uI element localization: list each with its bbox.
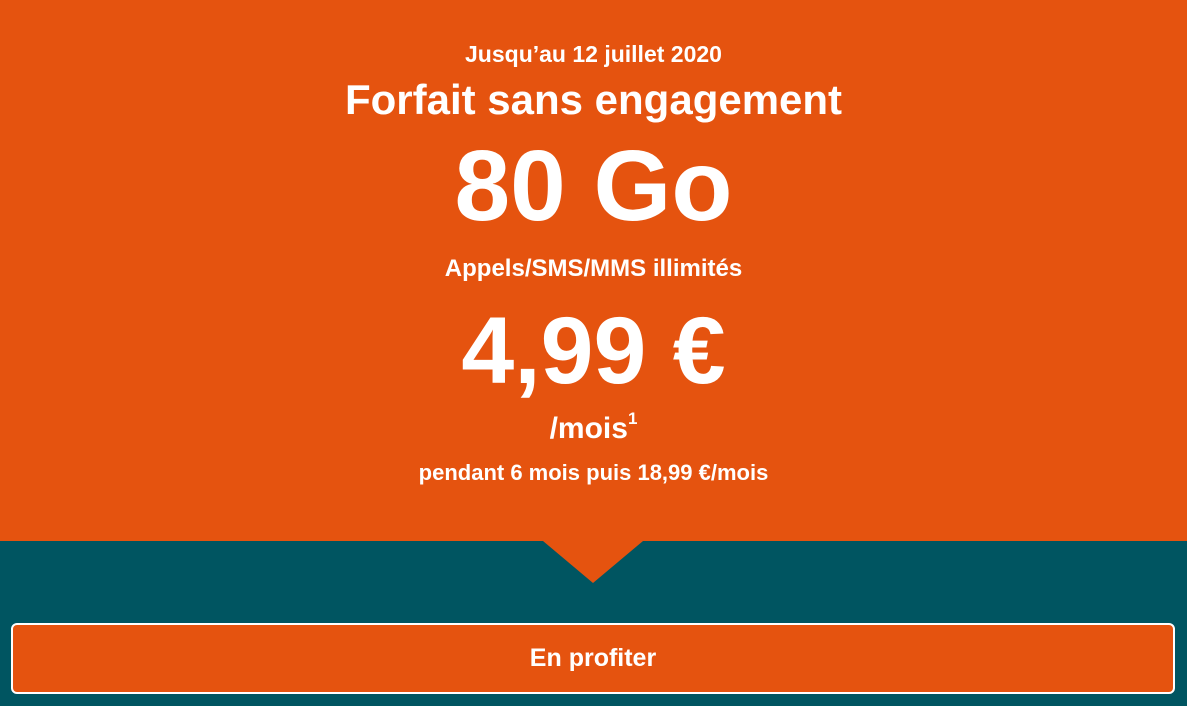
per-month-label: /mois [549,412,628,445]
down-arrow-icon [543,541,643,583]
cta-button-label: En profiter [529,644,657,672]
promo-date: Jusqu’au 12 juillet 2020 [465,41,722,67]
plan-title: Forfait sans engagement [344,76,843,123]
hero-section: Jusqu’au 12 juillet 2020 Forfait sans en… [0,0,1187,541]
plan-price: 4,99 € [461,298,726,404]
price-per-month: /mois1 [0,410,1187,445]
data-amount: 80 Go [454,130,733,242]
cta-button[interactable]: En profiter [11,623,1175,694]
price-condition: pendant 6 mois puis 18,99 €/mois [418,460,769,485]
footnote-marker: 1 [627,409,638,428]
plan-features: Appels/SMS/MMS illimités [444,255,743,282]
